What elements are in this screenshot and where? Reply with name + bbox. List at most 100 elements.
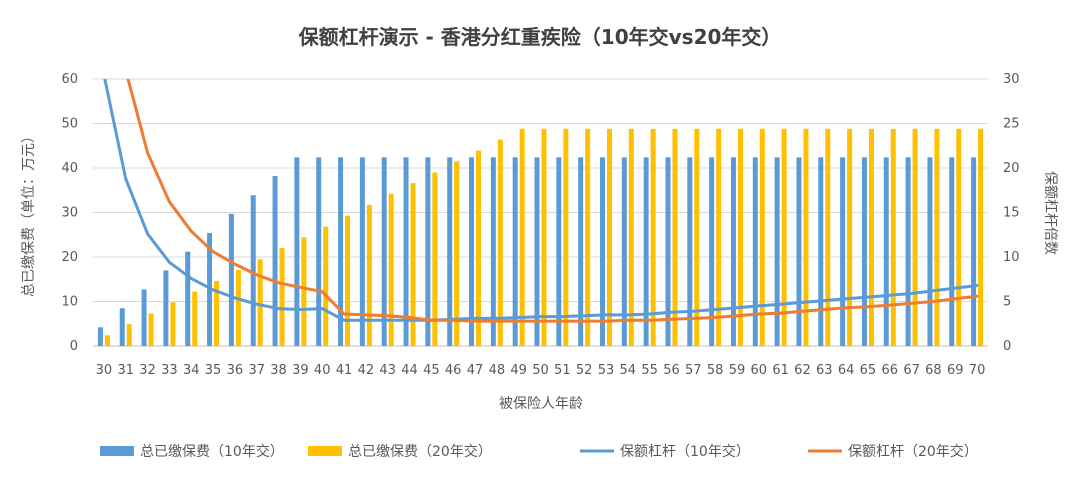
bar-series-1 — [192, 291, 198, 346]
x-axis-ticks: 30 31 32 33 34 35 36 37 38 39 40 41 42 43 44 45 46 47 48 49… — [96, 363, 986, 378]
bar-series-0 — [971, 157, 977, 346]
bar-series-0 — [272, 176, 278, 346]
bar-series-0 — [818, 157, 824, 346]
bar-series-1 — [716, 128, 722, 346]
bar-series-1 — [737, 128, 743, 346]
legend-swatch — [308, 446, 342, 456]
x-tick-label: 61 — [772, 363, 789, 378]
x-tick-label: 69 — [947, 363, 964, 378]
x-tick-label: 42 — [358, 363, 375, 378]
bar-series-1 — [235, 269, 241, 346]
bar-series-0 — [621, 157, 627, 346]
line-series-2 — [103, 79, 979, 322]
bar-series-0 — [927, 157, 933, 346]
y-axis-left-label: 总已缴保费（单位：万元） — [21, 129, 37, 297]
bar-series-1 — [214, 281, 220, 346]
bar-series-0 — [228, 213, 234, 346]
x-tick-label: 33 — [161, 363, 178, 378]
y2-tick-label: 10 — [1003, 250, 1020, 265]
x-tick-label: 70 — [969, 363, 986, 378]
y2-tick-label: 25 — [1003, 117, 1020, 132]
bar-series-0 — [250, 195, 256, 346]
bar-series-1 — [868, 128, 874, 346]
x-tick-label: 45 — [423, 363, 440, 378]
bar-series-0 — [512, 157, 518, 346]
bar-series-0 — [381, 157, 387, 346]
bar-series-0 — [447, 157, 453, 346]
bar-series-1 — [257, 259, 263, 346]
y-axis-left-ticks: 0 10 20 30 40 50 60 — [61, 72, 78, 354]
y-axis-right-label: 保额杠杆倍数 — [1042, 171, 1058, 255]
bar-series-0 — [752, 157, 758, 346]
bar-series-1 — [628, 128, 634, 346]
bar-series-1 — [454, 161, 460, 346]
x-tick-label: 31 — [117, 363, 134, 378]
bar-series-0 — [141, 289, 147, 346]
x-tick-label: 40 — [314, 363, 331, 378]
bar-series-0 — [163, 270, 169, 346]
bar-series-0 — [556, 157, 562, 346]
bar-series-1 — [847, 128, 853, 346]
y2-tick-label: 20 — [1003, 161, 1020, 176]
bar-series-1 — [126, 324, 132, 346]
bar-series-1 — [978, 128, 984, 346]
x-tick-label: 64 — [838, 363, 855, 378]
x-tick-label: 54 — [620, 363, 637, 378]
bar-series-0 — [469, 157, 475, 346]
bar-series-1 — [366, 204, 372, 346]
x-tick-label: 38 — [270, 363, 287, 378]
legend-label: 保额杠杆（20年交） — [848, 443, 978, 460]
x-tick-label: 58 — [707, 363, 724, 378]
y-tick-label: 10 — [61, 295, 78, 310]
bar-series-0 — [774, 157, 780, 346]
x-tick-label: 39 — [292, 363, 309, 378]
x-tick-label: 32 — [139, 363, 156, 378]
x-tick-label: 68 — [925, 363, 942, 378]
bar-series-1 — [956, 128, 962, 346]
bar-series-1 — [759, 128, 765, 346]
legend-label: 总已缴保费（20年交） — [348, 443, 492, 460]
legend-label: 总已缴保费（10年交） — [140, 443, 284, 460]
bar-series-1 — [672, 128, 678, 346]
bar-series-0 — [185, 251, 191, 346]
bar-series-0 — [338, 157, 344, 346]
bar-series-1 — [388, 193, 394, 346]
bar-series-0 — [578, 157, 584, 346]
line-series-3 — [126, 79, 979, 323]
x-tick-label: 37 — [248, 363, 265, 378]
bar-series-1 — [432, 172, 438, 346]
y-axis-right-ticks: 0 5 10 15 20 25 30 — [1003, 72, 1020, 354]
x-tick-label: 67 — [903, 363, 920, 378]
bar-series-0 — [709, 157, 715, 346]
x-tick-label: 55 — [641, 363, 658, 378]
x-axis-label: 被保险人年龄 — [499, 396, 583, 412]
bar-series-1 — [279, 248, 285, 346]
x-tick-label: 35 — [205, 363, 222, 378]
bar-series-0 — [119, 308, 125, 346]
bar-series-1 — [890, 128, 896, 346]
bar-series-0 — [425, 157, 431, 346]
bar-series-0 — [316, 157, 322, 346]
bar-series-0 — [403, 157, 409, 346]
bar-series-1 — [148, 313, 154, 346]
y-tick-label: 30 — [61, 206, 78, 221]
x-tick-label: 49 — [510, 363, 527, 378]
bar-series-1 — [476, 150, 482, 346]
x-tick-label: 56 — [663, 363, 680, 378]
x-tick-label: 34 — [183, 363, 200, 378]
x-tick-label: 62 — [794, 363, 811, 378]
bar-series-0 — [490, 157, 496, 346]
legend-label: 保额杠杆（10年交） — [620, 443, 750, 460]
bar-series-0 — [730, 157, 736, 346]
y-tick-label: 50 — [61, 117, 78, 132]
x-tick-label: 66 — [881, 363, 898, 378]
y2-tick-label: 30 — [1003, 72, 1020, 87]
x-tick-label: 41 — [336, 363, 353, 378]
bar-series-0 — [861, 157, 867, 346]
x-tick-label: 65 — [860, 363, 877, 378]
x-tick-label: 53 — [598, 363, 615, 378]
bar-series-1 — [301, 237, 307, 346]
y2-tick-label: 5 — [1003, 295, 1011, 310]
bar-series-0 — [840, 157, 846, 346]
bars-group — [97, 128, 984, 346]
